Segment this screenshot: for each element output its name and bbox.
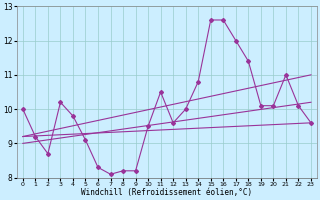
X-axis label: Windchill (Refroidissement éolien,°C): Windchill (Refroidissement éolien,°C) [81,188,252,197]
